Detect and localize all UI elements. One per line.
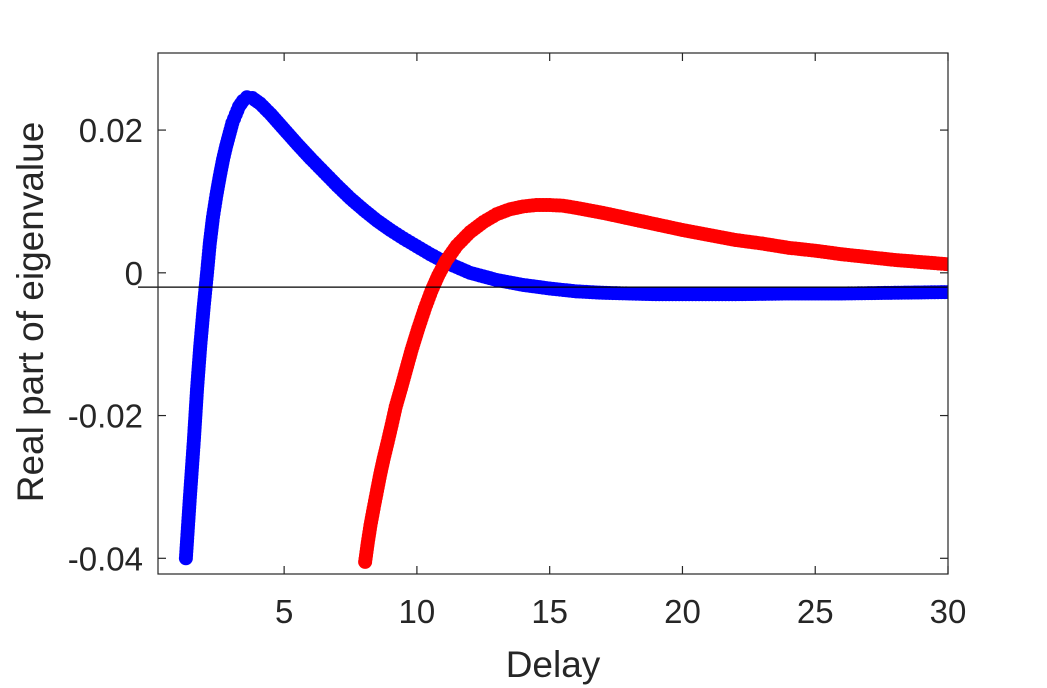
- series-1-line: [184, 95, 948, 559]
- series-1-point: [941, 285, 948, 300]
- series-2-point: [941, 257, 948, 272]
- plot-area: [178, 90, 948, 569]
- x-tick-label: 5: [275, 593, 293, 630]
- y-axis-title: Real part of eigenvalue: [10, 122, 51, 503]
- axes: 5 10 15 20 25 30 -0.04 -0.02 0 0.02: [68, 52, 967, 630]
- plot-frame: [157, 52, 949, 575]
- chart-marks: [178, 90, 948, 569]
- y-tick-label: 0: [125, 255, 143, 292]
- x-tick-label: 15: [531, 593, 568, 630]
- x-tick-label: 20: [664, 593, 701, 630]
- x-tick-label: 10: [399, 593, 436, 630]
- y-tick-label: 0.02: [79, 112, 143, 149]
- x-axis-title: Delay: [506, 644, 601, 685]
- y-tick-label: -0.04: [68, 540, 143, 577]
- x-tick-label: 30: [930, 593, 967, 630]
- x-tick-label: 25: [797, 593, 834, 630]
- y-tick-label: -0.02: [68, 398, 143, 435]
